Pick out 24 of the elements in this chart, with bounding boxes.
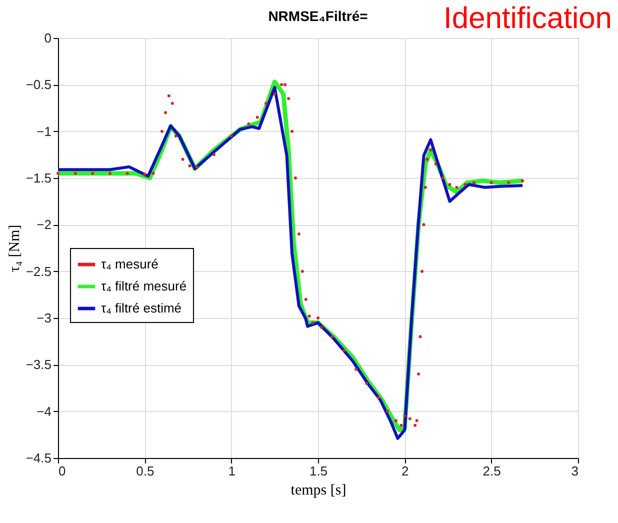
x-tick-label: 0.5 bbox=[136, 464, 154, 478]
y-tick-label: −2 bbox=[36, 217, 52, 232]
x-tick-label: 1.5 bbox=[309, 464, 328, 478]
y-tick-label: −3.5 bbox=[26, 357, 52, 372]
y-tick-label: −4.5 bbox=[26, 450, 52, 466]
y-tick-label: −3 bbox=[36, 310, 52, 326]
x-tick-label: 2.5 bbox=[482, 464, 501, 478]
text: Identification bbox=[444, 2, 612, 36]
x-tick-label: 0 bbox=[58, 464, 66, 478]
y-tick-label: −2.5 bbox=[26, 264, 52, 279]
legend-label: τ₄ filtré estimé bbox=[101, 300, 182, 316]
y-tick-label: −1.5 bbox=[26, 170, 52, 186]
chart-title: NRMSE₄Filtré= bbox=[268, 8, 368, 24]
x-tick-label: 2 bbox=[402, 464, 409, 478]
y-axis-title: τ₄ [Nm] bbox=[6, 224, 23, 272]
legend-label: τ₄ mesuré bbox=[101, 256, 158, 272]
y-tick-label: −0.5 bbox=[26, 77, 52, 92]
y-tick-label: 0 bbox=[44, 30, 52, 46]
y-tick-label: −1 bbox=[36, 124, 52, 139]
legend-label: τ₄ filtré mesuré bbox=[101, 278, 187, 294]
x-tick-label: 3 bbox=[571, 464, 578, 478]
x-tick-label: 1 bbox=[228, 464, 236, 478]
x-axis-title: temps [s] bbox=[290, 482, 346, 498]
y-tick-label: −4 bbox=[36, 404, 52, 419]
